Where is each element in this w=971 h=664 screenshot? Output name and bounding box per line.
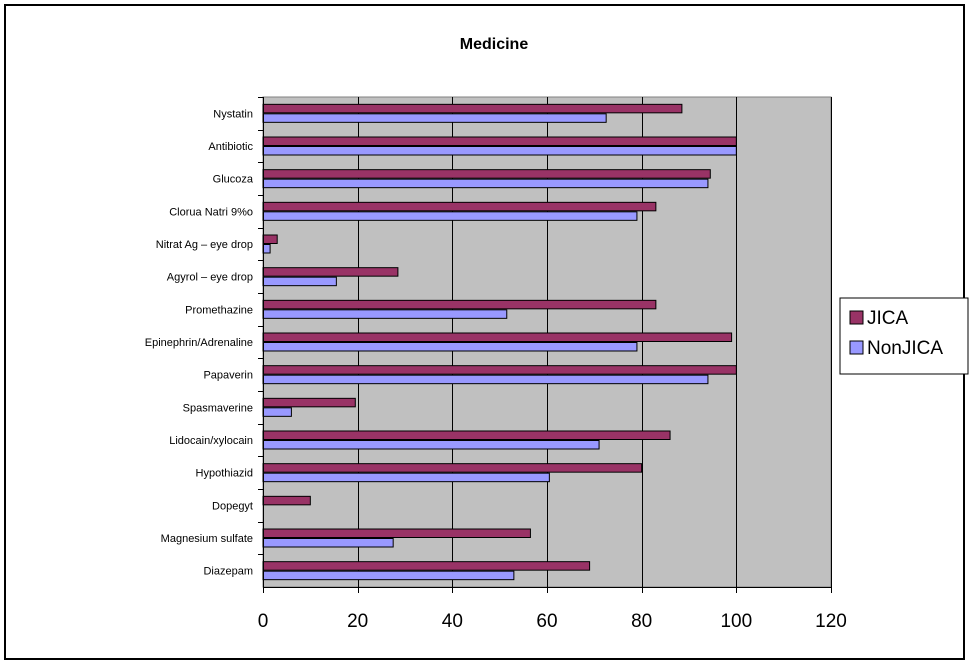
category-label: Agyrol – eye drop — [167, 272, 253, 284]
bar-nonjica-14 — [262, 570, 515, 581]
category-label: Nystatin — [213, 108, 253, 120]
bar-jica-5 — [262, 267, 399, 277]
legend-swatch-nonjica — [849, 340, 864, 355]
x-tick-label: 40 — [442, 611, 463, 632]
bar-nonjica-8 — [262, 374, 709, 385]
bar-jica-8 — [262, 365, 737, 375]
category-label: Glucoza — [213, 174, 254, 186]
bar-jica-6 — [262, 299, 657, 310]
bar-jica-11 — [262, 463, 643, 473]
bar-nonjica-9 — [262, 407, 292, 417]
bar-nonjica-7 — [262, 342, 638, 352]
x-tick-label: 80 — [631, 611, 652, 632]
category-label: Antibiotic — [208, 141, 253, 153]
bar-jica-9 — [262, 397, 356, 408]
bar-nonjica-11 — [262, 472, 550, 483]
bar-nonjica-5 — [262, 276, 337, 287]
category-label: Dopegyt — [212, 500, 253, 512]
bar-jica-12 — [262, 495, 311, 506]
category-label: Papaverin — [203, 370, 253, 382]
category-label: Epinephrin/Adrenaline — [145, 337, 253, 349]
bar-nonjica-0 — [262, 113, 607, 123]
category-label: Nitrat Ag – eye drop — [156, 239, 253, 251]
bar-nonjica-6 — [262, 309, 508, 319]
bar-jica-4 — [262, 234, 278, 244]
bar-jica-10 — [262, 430, 671, 440]
x-tick-label: 60 — [536, 611, 557, 632]
category-label: Promethazine — [185, 304, 253, 316]
bar-nonjica-13 — [262, 538, 394, 548]
chart-title: Medicine — [460, 36, 529, 53]
bar-nonjica-3 — [262, 211, 638, 221]
x-tick-label: 100 — [720, 611, 752, 632]
bar-jica-7 — [262, 332, 733, 342]
bar-jica-1 — [262, 136, 737, 146]
bar-nonjica-10 — [262, 440, 600, 450]
bar-nonjica-1 — [262, 146, 737, 156]
bar-jica-2 — [262, 169, 711, 179]
x-tick-label: 0 — [258, 611, 269, 632]
category-label: Diazepam — [203, 566, 253, 578]
bar-jica-13 — [262, 528, 531, 538]
bar-jica-3 — [262, 201, 657, 212]
bar-nonjica-2 — [262, 178, 709, 189]
x-tick-label: 20 — [347, 611, 368, 632]
x-tick-label: 120 — [815, 611, 847, 632]
legend-label-jica: JICA — [867, 308, 909, 329]
bar-jica-14 — [262, 561, 591, 571]
category-label: Magnesium sulfate — [161, 533, 253, 545]
bar-jica-0 — [262, 103, 683, 114]
legend-swatch-jica — [849, 310, 864, 325]
category-label: Lidocain/xylocain — [169, 435, 253, 447]
category-label: Hypothiazid — [196, 468, 253, 480]
category-label: Spasmaverine — [183, 402, 253, 414]
bar-nonjica-4 — [262, 244, 271, 254]
legend-label-nonjica: NonJICA — [867, 338, 943, 359]
category-label: Clorua Natri 9%o — [169, 206, 253, 218]
